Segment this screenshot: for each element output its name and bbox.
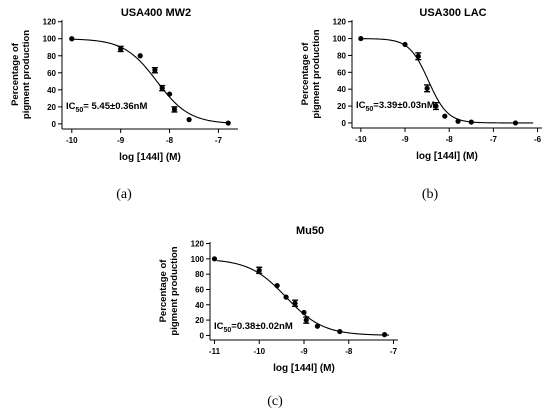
ic50-annotation: IC50=0.38±0.02nM xyxy=(214,321,293,334)
y-axis-label: Percentage ofpigment production xyxy=(300,29,322,118)
fit-curve xyxy=(358,38,534,124)
chart-panel-b: 0 20 40 60 80 100 120 -10 -9 -8 -7 -6 log [144l] (M)… xyxy=(300,7,542,162)
x-axis-label: log [144l] (M) xyxy=(119,152,181,163)
ic50-subscript: 50 xyxy=(76,107,84,114)
data-point xyxy=(171,106,178,113)
ic50-subscript: 50 xyxy=(224,327,232,334)
y-tick-label: 40 xyxy=(47,86,56,95)
data-point xyxy=(166,91,173,97)
data-point xyxy=(337,328,343,335)
y-axis-label-line: Percentage of xyxy=(300,42,311,106)
x-tick-label: -8 xyxy=(166,136,174,145)
ic50-value: = 5.45±0.36nM xyxy=(83,101,147,112)
y-axis-label-line: Percentage of xyxy=(158,259,169,323)
x-tick-label: -8 xyxy=(345,347,353,356)
data-point xyxy=(186,117,192,123)
chart-panel-a: 0 20 40 60 80 100 120 -10 -9 -8 -7 log [144l] (M) Pe… xyxy=(10,7,238,163)
y-tick-label: 60 xyxy=(337,68,346,77)
ic50-annotation: IC50= 5.45±0.36nM xyxy=(66,101,147,114)
x-tick-label: -7 xyxy=(215,136,223,145)
y-tick-label: 80 xyxy=(47,52,56,61)
data-point xyxy=(225,120,231,126)
y-tick-label: 120 xyxy=(333,18,347,27)
x-tick-label: -9 xyxy=(401,135,409,144)
chart-title: USA300 LAC xyxy=(419,7,486,19)
data-point xyxy=(301,309,307,316)
caption-b: (b) xyxy=(421,187,439,202)
y-tick-label: 100 xyxy=(191,255,205,264)
data-point xyxy=(455,118,461,124)
data-point xyxy=(152,67,158,73)
y-axis-label-line: pigment production xyxy=(311,29,322,118)
caption-a: (a) xyxy=(116,187,132,202)
ic50-prefix: IC xyxy=(214,321,224,332)
data-point xyxy=(468,119,474,125)
data-point xyxy=(292,300,298,306)
x-tick-label: -9 xyxy=(117,136,125,145)
data-point xyxy=(402,41,408,48)
x-tick-label: -8 xyxy=(446,135,454,144)
chart-title: USA400 MW2 xyxy=(121,7,191,19)
ic50-value: =3.39±0.03nM xyxy=(373,100,435,111)
ic50-subscript: 50 xyxy=(366,106,374,113)
data-point xyxy=(442,113,448,119)
y-tick-label: 120 xyxy=(191,240,205,249)
y-tick-label: 80 xyxy=(337,51,346,60)
y-tick-label: 60 xyxy=(195,285,204,294)
y-tick-label: 100 xyxy=(333,35,347,44)
data-point xyxy=(314,323,321,329)
y-tick-label: 100 xyxy=(43,35,57,44)
x-tick-label: -10 xyxy=(66,136,78,145)
y-tick-label: 0 xyxy=(342,119,347,128)
data-point xyxy=(274,283,280,289)
x-tick-label: -7 xyxy=(390,347,398,356)
x-tick-label: -10 xyxy=(253,347,265,356)
y-tick-label: 40 xyxy=(195,301,204,310)
y-axis-label: Percentage ofpigment production xyxy=(10,30,32,119)
x-tick-label: -7 xyxy=(490,135,498,144)
y-tick-label: 20 xyxy=(47,103,56,112)
y-axis-label-line: pigment production xyxy=(21,30,32,119)
data-point xyxy=(118,46,124,52)
y-tick-label: 20 xyxy=(195,316,204,325)
data-point xyxy=(303,317,309,323)
y-tick-label: 20 xyxy=(337,102,346,111)
ic50-prefix: IC xyxy=(356,100,366,111)
data-point xyxy=(381,332,388,338)
data-point xyxy=(256,267,262,273)
y-tick-label: 40 xyxy=(337,85,346,94)
y-axis-label-line: pigment production xyxy=(169,246,180,335)
data-point xyxy=(211,256,218,262)
data-point xyxy=(69,36,75,42)
chart-title: Mu50 xyxy=(296,225,324,237)
data-point xyxy=(283,294,289,300)
y-tick-label: 120 xyxy=(43,18,57,27)
x-tick-label: -11 xyxy=(209,347,221,356)
x-tick-label: -10 xyxy=(355,135,367,144)
x-axis-label: log [144l] (M) xyxy=(416,151,478,162)
y-axis-label: Percentage ofpigment production xyxy=(158,246,180,335)
ic50-prefix: IC xyxy=(66,101,76,112)
chart-panel-c: 0 20 40 60 80 100 120 -11 -10 -9 -8 -7 log [144l] (M… xyxy=(158,225,398,374)
ic50-annotation: IC50=3.39±0.03nM xyxy=(356,100,435,113)
x-tick-label: -9 xyxy=(300,347,308,356)
data-point xyxy=(433,103,439,109)
y-axis-label-line: Percentage of xyxy=(10,42,21,106)
data-point xyxy=(159,85,165,91)
ic50-value: =0.38±0.02nM xyxy=(231,321,293,332)
y-tick-label: 80 xyxy=(195,270,204,279)
y-tick-label: 0 xyxy=(52,120,57,129)
data-point xyxy=(512,120,519,126)
caption-c: (c) xyxy=(267,394,283,409)
data-point xyxy=(137,53,143,59)
data-point xyxy=(358,35,364,42)
y-tick-label: 60 xyxy=(47,69,56,78)
x-axis-label: log [144l] (M) xyxy=(273,363,335,374)
data-point xyxy=(424,85,430,91)
x-tick-label: -6 xyxy=(534,135,542,144)
y-tick-label: 0 xyxy=(200,331,205,340)
fit-curve xyxy=(69,38,229,124)
data-point xyxy=(415,53,421,59)
